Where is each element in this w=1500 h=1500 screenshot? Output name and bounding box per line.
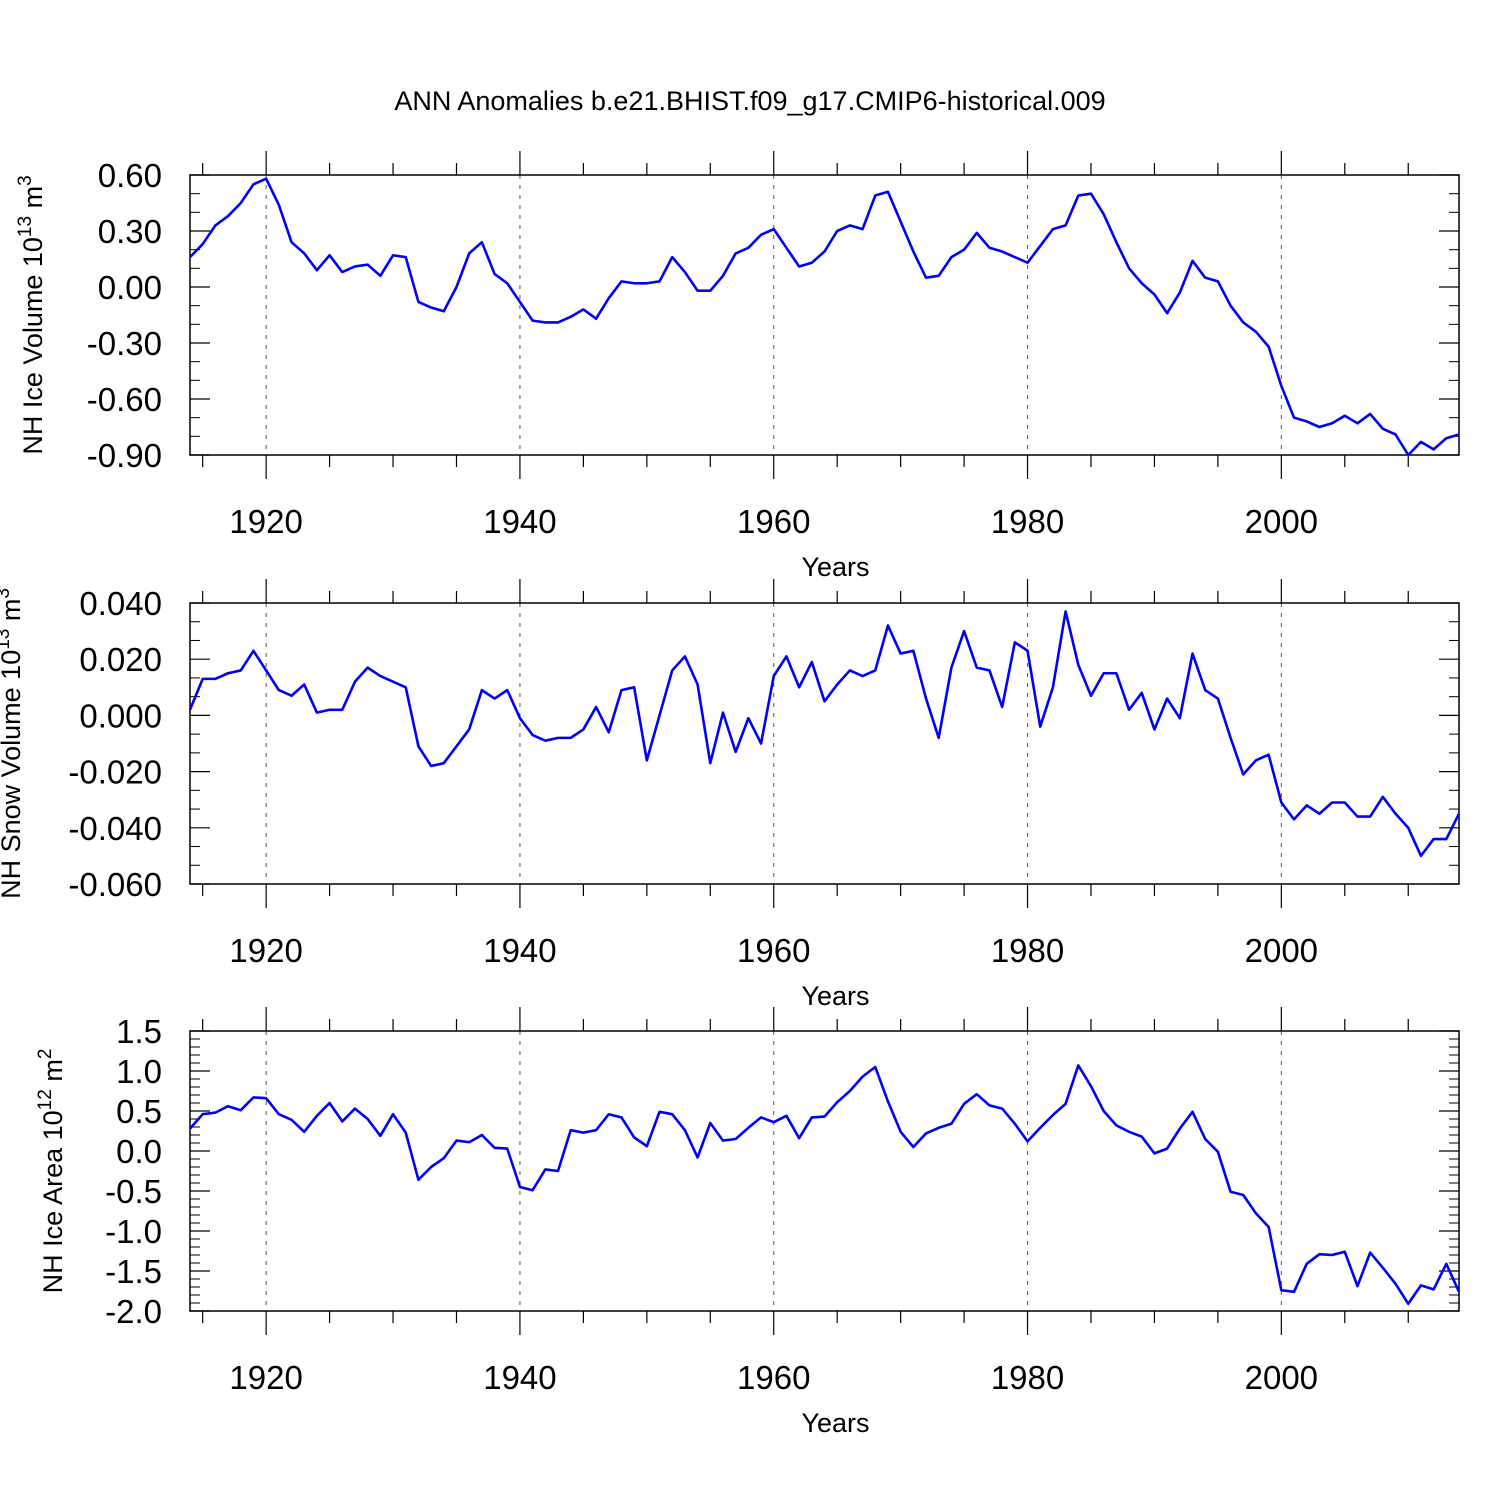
y-tick-label: -0.60 [87,381,162,418]
y-tick-label: 1.5 [116,1013,162,1050]
y-tick-label: -1.5 [105,1253,162,1290]
x-tick-label: 1980 [991,932,1064,969]
y-tick-label: 1.0 [116,1053,162,1090]
x-axis-title: Years [801,552,869,582]
y-tick-label: -0.020 [68,754,162,791]
x-axis-title: Years [801,1408,869,1438]
x-tick-label: 1960 [737,1359,810,1396]
y-tick-label: -0.5 [105,1173,162,1210]
series-line [189,1064,1461,1306]
y-tick-label: 0.00 [98,269,162,306]
x-tick-label: 1940 [483,932,556,969]
y-tick-label: -0.90 [87,437,162,474]
x-axis-title: Years [801,981,869,1011]
y-tick-label: 0.30 [98,213,162,250]
y-tick-label: -1.0 [105,1213,162,1250]
x-tick-label: 2000 [1245,932,1318,969]
y-tick-label: 0.5 [116,1093,162,1130]
y-tick-label: -2.0 [105,1293,162,1330]
y-tick-label: 0.0 [116,1133,162,1170]
series-line [189,177,1460,457]
y-tick-label: 0.040 [79,585,162,622]
figure-title: ANN Anomalies b.e21.BHIST.f09_g17.CMIP6-… [394,86,1105,116]
x-tick-label: 1960 [737,932,810,969]
y-axis-title: NH Ice Volume 1013 m3 [15,175,48,454]
y-tick-label: -0.060 [68,866,162,903]
x-tick-label: 1960 [737,503,810,540]
series-line [188,610,1461,858]
plot-frame [189,602,1460,885]
y-axis-title: NH Snow Volume 1013 m3 [0,588,26,899]
panel-1: 0.60 0.30 0.00 -0.30 -0.60 -0.90 1920 1940 1960 1… [15,151,1460,582]
x-tick-label: 1980 [991,1359,1064,1396]
x-tick-label: 1940 [483,503,556,540]
x-tick-label: 1920 [229,932,302,969]
y-tick-label: 0.020 [79,641,162,678]
x-tick-label: 1920 [229,503,302,540]
x-tick-label: 1920 [229,1359,302,1396]
y-tick-label: 0.60 [98,157,162,194]
plot-frame [189,174,1460,456]
plot-frame [189,1030,1460,1312]
y-tick-label: -0.040 [68,810,162,847]
y-tick-label: 0.000 [79,697,162,734]
panel-3: 1.51.00.50.0-0.5-1.0-1.5-2.0 1920 1940 1960… [35,1007,1461,1438]
panel-2: 0.040 0.020 0.000 -0.020 -0.040 -0.060 1920 194… [0,579,1461,1011]
y-axis-title: NH Ice Area 1012 m2 [35,1049,68,1294]
x-tick-label: 2000 [1245,1359,1318,1396]
y-tick-label: -0.30 [87,325,162,362]
x-tick-label: 2000 [1245,503,1318,540]
x-tick-label: 1940 [483,1359,556,1396]
x-tick-label: 1980 [991,503,1064,540]
